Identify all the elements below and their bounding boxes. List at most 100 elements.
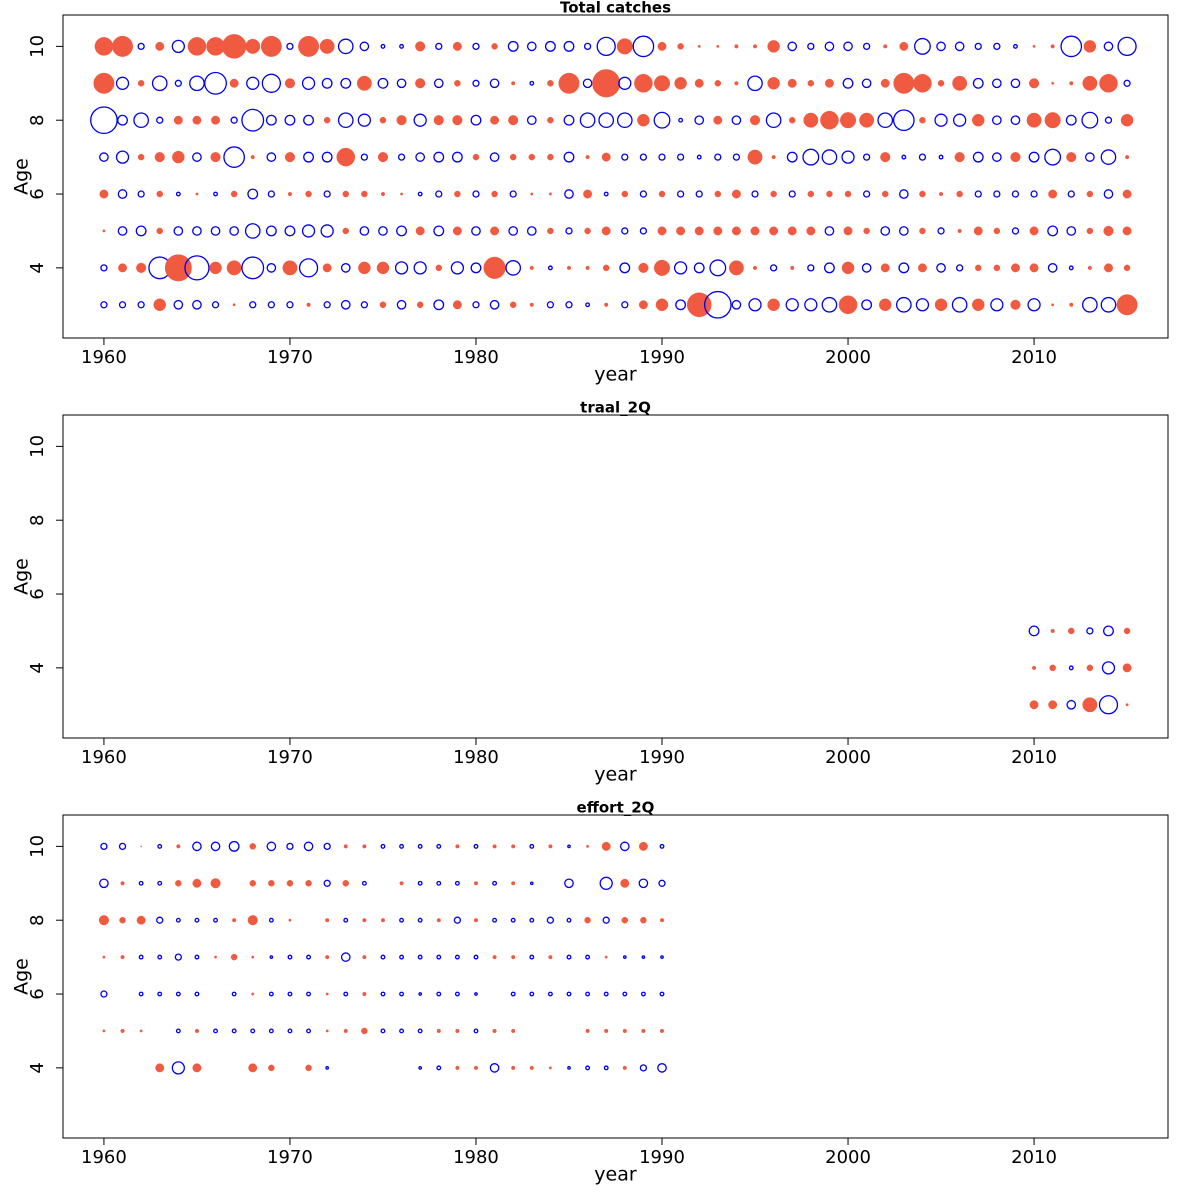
bubble [1026, 112, 1042, 128]
bubble [1122, 226, 1132, 236]
bubble [176, 844, 181, 849]
bubble [804, 298, 818, 312]
bubble [1099, 74, 1118, 93]
bubble [956, 190, 963, 198]
bubble [788, 116, 796, 124]
bubble [99, 189, 109, 199]
bubble [899, 41, 909, 51]
bubble [455, 1065, 460, 1070]
bubble [1086, 664, 1094, 672]
bubble [861, 78, 872, 89]
bubble [603, 191, 609, 197]
bubble [268, 1028, 274, 1034]
bubble [454, 880, 460, 886]
bubble [659, 991, 665, 997]
bubble [1069, 302, 1074, 307]
bubble [703, 290, 732, 319]
bubble [1081, 111, 1099, 129]
bubble [362, 991, 367, 997]
bubble [901, 154, 907, 160]
bubble [413, 261, 427, 275]
bubble [709, 259, 727, 277]
bubble [826, 190, 833, 198]
bubble [638, 300, 648, 310]
bubble [748, 298, 762, 312]
x-tick-label: 2000 [825, 1147, 871, 1168]
bubble [1011, 227, 1020, 235]
bubble [473, 843, 479, 849]
bubble [878, 298, 892, 312]
bubble [470, 114, 482, 126]
bubble [842, 77, 854, 89]
bubble [377, 152, 389, 163]
bubble [936, 41, 946, 52]
bubble [1010, 115, 1021, 126]
bubble [529, 954, 535, 960]
bubble [323, 879, 331, 887]
bubble [453, 916, 462, 924]
bubble [769, 264, 778, 272]
bubble [843, 226, 853, 236]
bubble [992, 78, 1002, 89]
bubble [657, 41, 667, 51]
bubble [862, 190, 871, 198]
bubble [1122, 189, 1132, 199]
bubble [915, 298, 930, 312]
bubble [585, 991, 591, 997]
bubble [473, 881, 479, 886]
bubble [340, 952, 351, 962]
bubble [194, 991, 200, 997]
bubble [90, 106, 118, 135]
bubble [1028, 151, 1040, 163]
bubble [343, 991, 349, 997]
bubble [399, 43, 405, 49]
bubble [213, 191, 218, 197]
bubble [153, 298, 166, 312]
bubble [1027, 298, 1041, 312]
bubble [94, 37, 114, 56]
bubble [602, 916, 610, 924]
bubble [473, 918, 479, 923]
bubble [248, 1063, 258, 1073]
bubble [325, 918, 330, 923]
bubble [883, 44, 888, 49]
bubble [1117, 36, 1137, 57]
bubble [639, 227, 648, 235]
bubble [1100, 296, 1117, 313]
bubble [838, 295, 858, 315]
bubble [99, 152, 109, 162]
bubble [455, 1028, 460, 1033]
bubble [247, 188, 259, 200]
bubble [937, 227, 945, 235]
bubble [618, 76, 632, 90]
bubble [361, 1027, 368, 1035]
bubble [286, 301, 294, 309]
bubble [173, 115, 183, 125]
bubble [714, 80, 722, 87]
bubble [1082, 296, 1098, 313]
bubble [454, 954, 460, 960]
bubble [322, 263, 332, 273]
bubble [862, 153, 871, 161]
bubble [490, 226, 500, 236]
bubble [380, 1028, 386, 1034]
bubble [731, 115, 742, 126]
x-tick-label: 2000 [825, 747, 871, 768]
bubble [342, 227, 350, 235]
bubble [1086, 627, 1094, 635]
bubble [492, 880, 498, 886]
bubble [526, 41, 537, 52]
bubble [418, 1066, 423, 1070]
bubble [1032, 665, 1037, 670]
bubble [1051, 303, 1055, 307]
bubble [621, 916, 629, 924]
y-tick-label: 4 [27, 262, 48, 273]
bubble [435, 264, 443, 272]
bubble [1116, 294, 1138, 316]
bubble [247, 915, 258, 926]
bubble [806, 226, 816, 236]
bubble [286, 842, 294, 851]
bubble [1085, 152, 1095, 162]
bubble [638, 262, 649, 273]
bubble [1044, 148, 1062, 166]
